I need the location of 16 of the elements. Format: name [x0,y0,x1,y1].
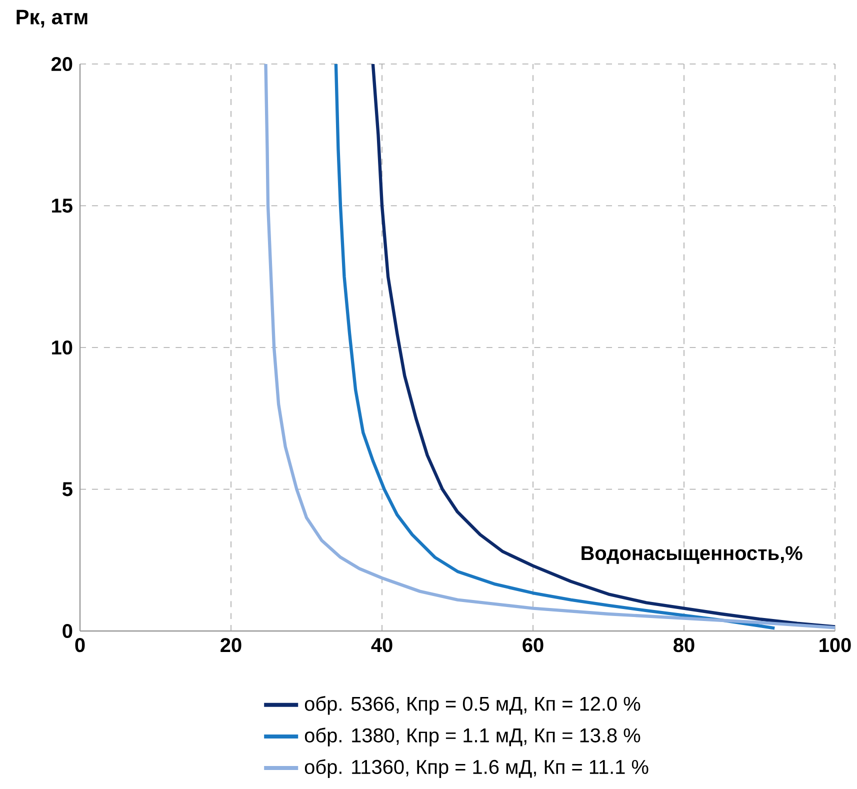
y-axis-title: Рк, атм [16,10,88,28]
legend-label: обр. 11360, Кпр = 1.6 мД, Кп = 11.1 % [304,759,648,778]
x-tick-label: 20 [220,638,242,652]
legend-label: обр. 5366, Кпр = 0.5 мД, Кп = 12.0 % [304,696,640,715]
legend-label: обр. 1380, Кпр = 1.1 мД, Кп = 13.8 % [304,728,640,746]
y-tick-label: 10 [52,340,72,355]
x-tick-label: 80 [674,638,694,652]
y-tick-label: 5 [62,482,72,496]
x-tick-label: 40 [371,638,392,652]
y-tick-label: 0 [62,624,72,638]
x-tick-label: 100 [820,638,851,652]
y-tick-label: 20 [51,56,72,72]
x-tick-label: 60 [522,638,544,652]
x-tick-label: 0 [75,638,85,652]
y-tick-label: 15 [52,198,72,213]
x-axis-title: Водонасыщенность,% [582,546,802,564]
